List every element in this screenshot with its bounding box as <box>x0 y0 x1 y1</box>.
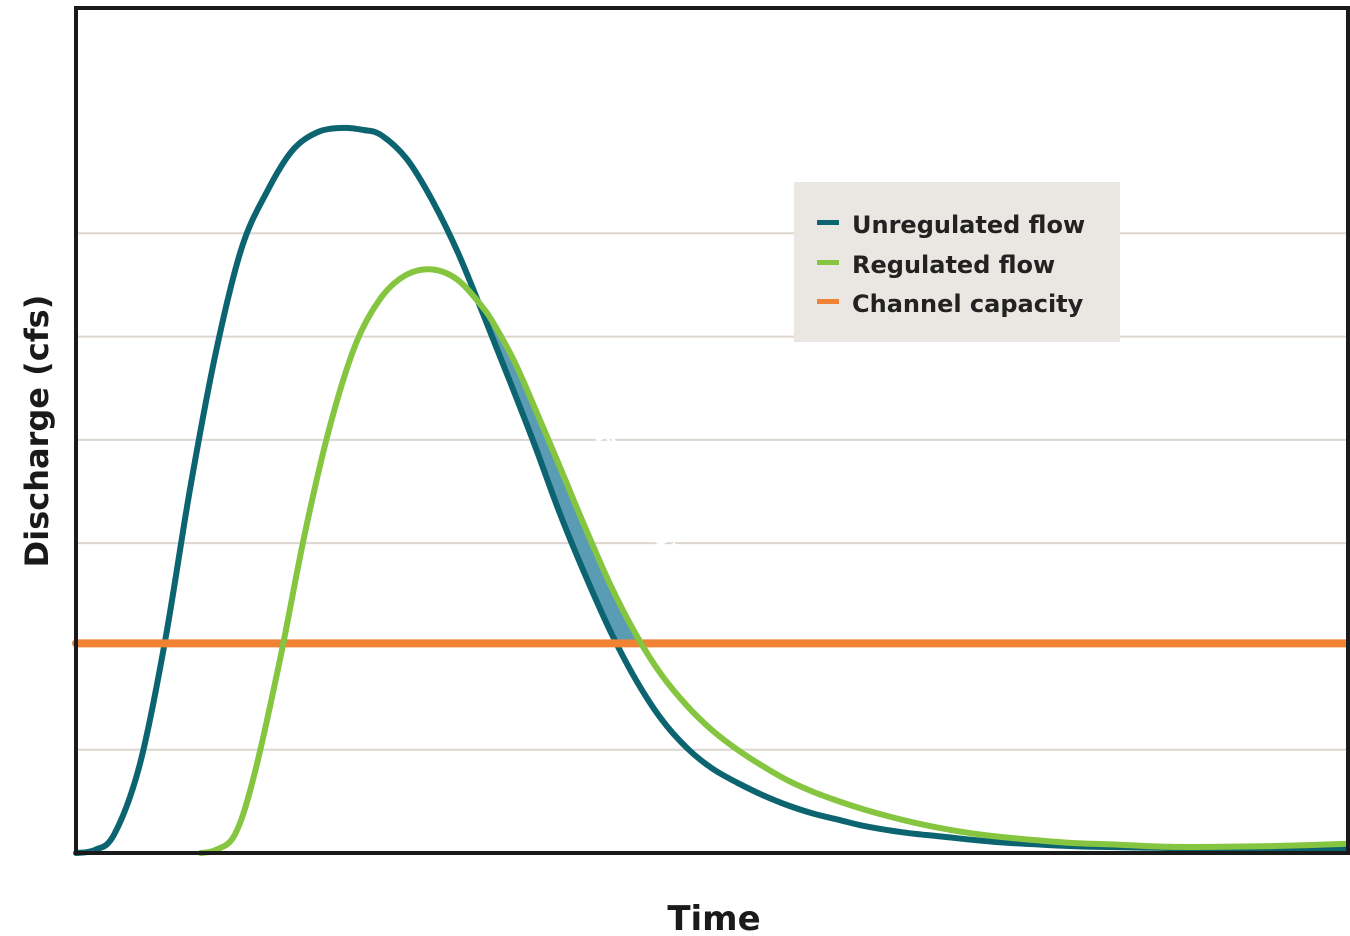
legend-item-channel-capacity: Channel capacity <box>817 290 1084 318</box>
legend-swatch-regulated <box>817 260 839 265</box>
series-line-unregulated <box>73 124 1350 856</box>
legend-label-channel-capacity: Channel capacity <box>852 290 1084 318</box>
legend-label-unregulated: Unregulated flow <box>852 211 1085 239</box>
plot-border <box>74 6 1350 855</box>
legend-background <box>794 182 1120 342</box>
legend-swatch-channel-capacity <box>817 299 839 304</box>
x-axis-title: Time <box>667 899 760 936</box>
legend-item-regulated: Regulated flow <box>817 251 1055 279</box>
gridlines <box>76 232 1348 751</box>
series-lines <box>72 124 1350 856</box>
y-axis-title: Discharge (cfs) <box>18 295 56 568</box>
plot-frame <box>74 6 1350 855</box>
legend-item-unregulated: Unregulated flow <box>817 211 1085 239</box>
series-line-regulated <box>197 266 1350 856</box>
legend-label-regulated: Regulated flow <box>852 251 1055 279</box>
legend: Unregulated flow Regulated flow Channel … <box>794 182 1120 342</box>
legend-swatch-unregulated <box>817 220 839 225</box>
